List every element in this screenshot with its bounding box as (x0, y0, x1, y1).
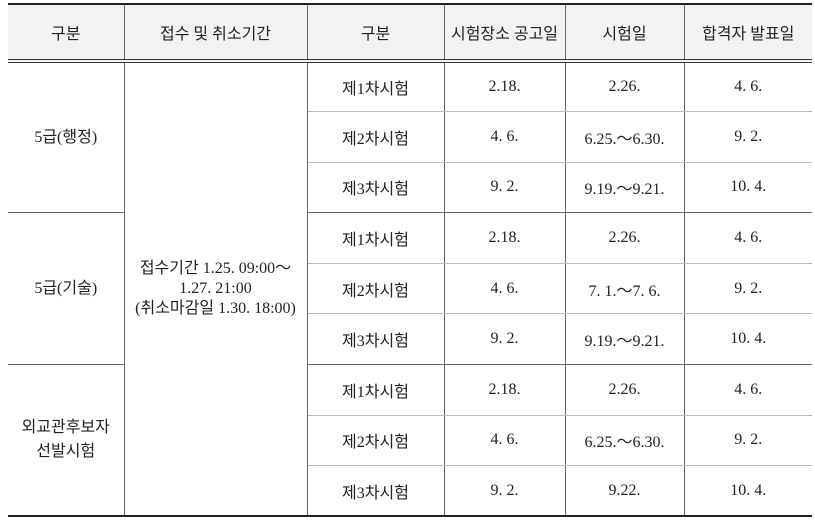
group-label: 5급(행정) (34, 128, 98, 146)
data-cell: 2.26. (564, 364, 685, 416)
period-line: 1.27. 21:00 (179, 280, 252, 298)
table-row: 5급(기술) 제1차시험 2.18. 2.26. 4. 6. (8, 212, 812, 366)
header-cell: 합격자 발표일 (683, 3, 812, 63)
data-cell: 2.18. (443, 212, 566, 264)
header-row: 구분 접수 및 취소기간 구분 시험장소 공고일 시험일 합격자 발표일 (8, 3, 812, 63)
period-line: (취소마감일 1.30. 18:00) (135, 300, 296, 318)
data-cell: 제2차시험 (306, 415, 445, 467)
header-cell: 시험장소 공고일 (443, 3, 566, 63)
data-cell: 9. 2. (683, 415, 812, 467)
data-cell: 9.19.～9.21. (564, 162, 685, 214)
table-row: 5급(행정) 접수기간 1.25. 09:00～ 1.27. 21:00 (취소마감일… (8, 61, 812, 518)
data-cell: 4. 6. (683, 364, 812, 416)
table-body: 5급(행정) 접수기간 1.25. 09:00～ 1.27. 21:00 (취소마감일… (8, 61, 812, 518)
data-cell: 4. 6. (443, 111, 566, 163)
data-cell: 9.22. (564, 465, 685, 518)
table-row: 제3차시험 9. 2. 9.19.～9.21. 10. 4. (8, 313, 812, 366)
data-cell: 9.19.～9.21. (564, 313, 685, 366)
data-cell: 6.25.～6.30. (564, 415, 685, 467)
data-cell: 제3차시험 (306, 162, 445, 214)
data-cell: 10. 4. (683, 313, 812, 366)
group-label: 5급(기술) (34, 279, 98, 297)
period-line: 접수기간 1.25. 09:00～ (139, 260, 292, 278)
group-cell: 5급(행정) (8, 61, 125, 214)
data-cell: 9. 2. (683, 111, 812, 163)
data-cell: 제1차시험 (306, 61, 445, 113)
header-cell: 구분 (8, 3, 125, 63)
data-cell: 제2차시험 (306, 263, 445, 315)
data-cell: 9. 2. (443, 162, 566, 214)
table-row: 제2차시험 4. 6. 7. 1.～7. 6. 9. 2. (8, 263, 812, 315)
data-cell: 4. 6. (683, 212, 812, 264)
data-cell: 4. 6. (683, 61, 812, 113)
table-row: 제3차시험 9. 2. 9.22. 10. 4. (8, 465, 812, 518)
data-cell: 2.26. (564, 61, 685, 113)
schedule-table: 구분 접수 및 취소기간 구분 시험장소 공고일 시험일 합격자 발표일 5급(행정) 접수… (8, 3, 812, 518)
header-cell: 구분 (306, 3, 445, 63)
header-cell: 접수 및 취소기간 (123, 3, 308, 63)
data-cell: 제3차시험 (306, 465, 445, 518)
data-cell: 10. 4. (683, 162, 812, 214)
header-cell: 시험일 (564, 3, 685, 63)
data-cell: 7. 1.～7. 6. (564, 263, 685, 315)
table-row: 제3차시험 9. 2. 9.19.～9.21. 10. 4. (8, 162, 812, 214)
table-row: 제2차시험 4. 6. 6.25.～6.30. 9. 2. (8, 111, 812, 163)
data-cell: 제2차시험 (306, 111, 445, 163)
data-cell: 4. 6. (443, 415, 566, 467)
group-cell: 5급(기술) (8, 212, 125, 366)
data-cell: 2.18. (443, 61, 566, 113)
data-cell: 제3차시험 (306, 313, 445, 366)
group-label: 외교관후보자 (21, 419, 110, 437)
table-row: 제2차시험 4. 6. 6.25.～6.30. 9. 2. (8, 415, 812, 467)
data-cell: 2.26. (564, 212, 685, 264)
data-cell: 9. 2. (683, 263, 812, 315)
data-cell: 6.25.～6.30. (564, 111, 685, 163)
group-label: 선발시험 (36, 443, 96, 461)
period-cell: 접수기간 1.25. 09:00～ 1.27. 21:00 (취소마감일 1.30.… (123, 61, 308, 518)
data-cell: 제1차시험 (306, 212, 445, 264)
data-cell: 4. 6. (443, 263, 566, 315)
data-cell: 2.18. (443, 364, 566, 416)
data-cell: 제1차시험 (306, 364, 445, 416)
data-cell: 9. 2. (443, 313, 566, 366)
data-cell: 10. 4. (683, 465, 812, 518)
data-cell: 9. 2. (443, 465, 566, 518)
